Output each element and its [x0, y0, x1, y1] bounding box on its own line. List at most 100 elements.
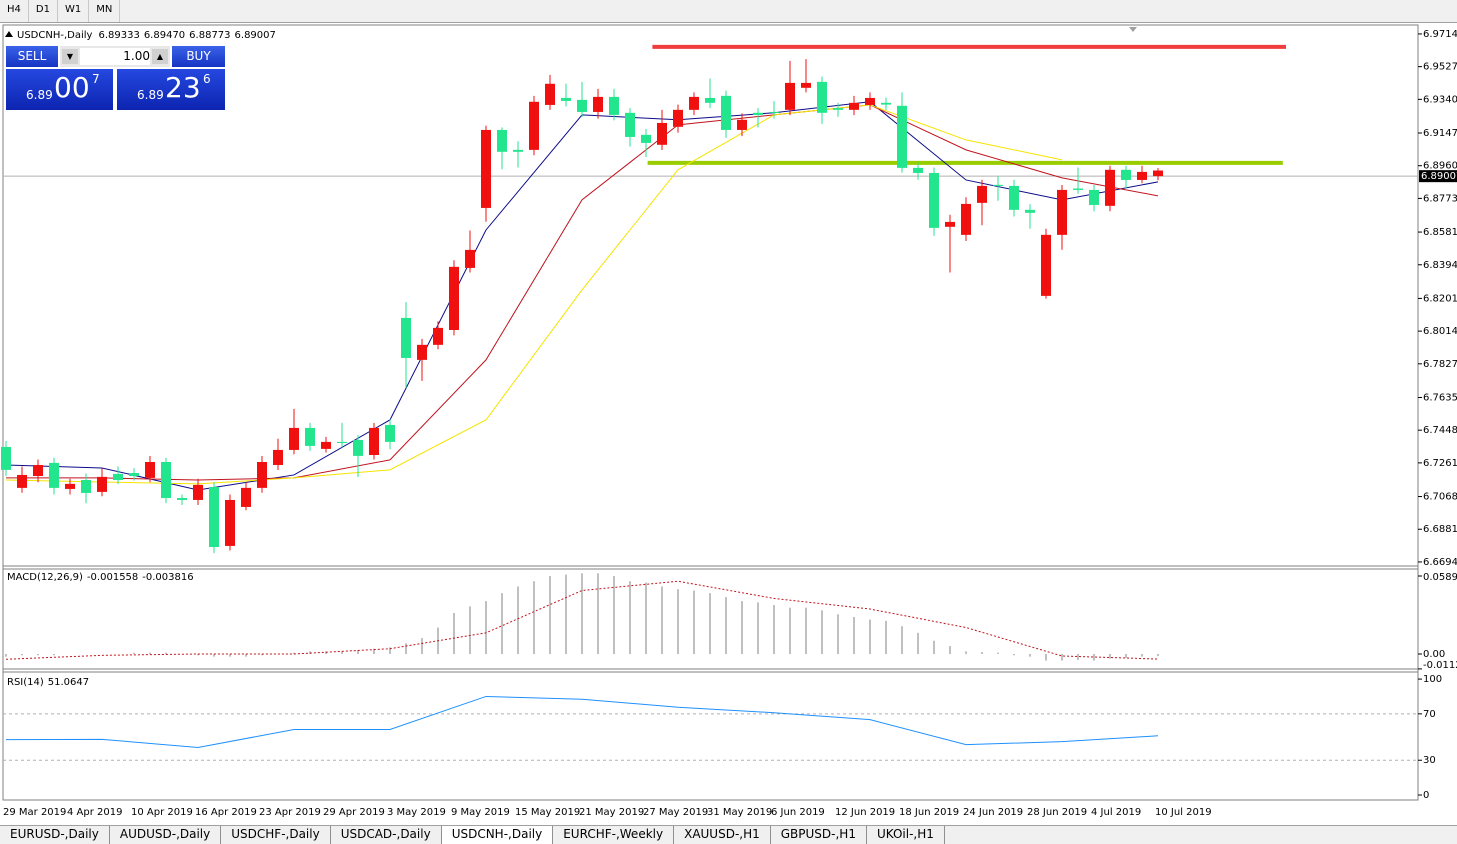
chart-tab[interactable]: GBPUSD-,H1 — [771, 826, 867, 844]
candle-body — [673, 109, 683, 127]
candle-body — [113, 473, 123, 481]
y-tick-label: 6.82015 — [1423, 293, 1457, 304]
timeframe-toolbar: H4 D1 W1 MN — [0, 0, 1457, 23]
moving-average — [5, 104, 1063, 485]
sell-button[interactable]: SELL — [6, 46, 58, 67]
timeframe-button[interactable]: W1 — [58, 0, 90, 22]
pips: 23 — [165, 71, 201, 104]
y-tick-label: 6.76350 — [1423, 392, 1457, 403]
x-tick-label: 10 Jul 2019 — [1155, 807, 1212, 818]
y-tick-label: 0.058954 — [1423, 572, 1457, 583]
candle-body — [449, 266, 459, 330]
y-tick-label: 100 — [1423, 674, 1442, 685]
candle-body — [753, 112, 763, 115]
candle-body — [849, 102, 859, 110]
candle-body — [1153, 170, 1163, 177]
candle-body — [49, 462, 59, 488]
y-tick-label: 6.70685 — [1423, 492, 1457, 503]
candle-body — [1105, 169, 1115, 206]
candle-body — [257, 462, 267, 488]
candle-body — [945, 221, 955, 227]
chart-tab[interactable]: UKOil-,H1 — [867, 826, 945, 844]
candle-body — [881, 102, 891, 105]
y-tick-label: 6.89605 — [1423, 161, 1457, 172]
candle-body — [897, 105, 907, 168]
ohlc: 6.89333 — [98, 30, 139, 41]
candle-body — [385, 424, 395, 442]
candle-body — [865, 97, 875, 105]
y-tick-label: 0.00 — [1423, 649, 1445, 660]
y-tick-label: 6.66945 — [1423, 557, 1457, 568]
candle-body — [913, 167, 923, 173]
candle-body — [721, 95, 731, 130]
candle-body — [1025, 209, 1035, 213]
candle-body — [657, 122, 667, 145]
candle-body — [417, 344, 427, 360]
macd-signal — [5, 580, 1159, 660]
candle-body — [1041, 234, 1051, 296]
y-tick-label: 6.72610 — [1423, 458, 1457, 469]
candle-body — [1, 446, 11, 470]
lot-increase[interactable]: ▲ — [152, 49, 168, 64]
y-tick-label: 30 — [1423, 755, 1436, 766]
y-tick-label: 6.91475 — [1423, 128, 1457, 139]
candle-body — [401, 317, 411, 358]
timeframe-button[interactable]: MN — [89, 0, 121, 22]
candle-body — [833, 108, 843, 110]
fraction: 6 — [203, 72, 211, 86]
fraction: 7 — [92, 72, 100, 86]
candle-body — [81, 480, 91, 493]
candle-body — [1121, 169, 1131, 180]
chart-tab[interactable]: USDCAD-,Daily — [331, 826, 442, 844]
candle-body — [161, 462, 171, 499]
candle-body — [145, 462, 155, 478]
bid-price[interactable]: 6.89 00 7 — [6, 69, 113, 110]
candle-body — [1057, 189, 1067, 235]
candle-body — [961, 203, 971, 235]
rsi-value: 51.0647 — [48, 677, 89, 688]
candle-body — [209, 487, 219, 547]
candle-body — [577, 99, 587, 112]
macd-value: -0.001558 — [87, 572, 138, 583]
candle-body — [593, 96, 603, 112]
timeframe-button[interactable]: H4 — [0, 0, 29, 22]
lot-input[interactable]: 1.00 — [80, 48, 150, 65]
rsi-label: RSI(14) — [7, 677, 44, 688]
macd-label: MACD(12,26,9) — [7, 572, 83, 583]
candle-body — [641, 134, 651, 143]
y-tick-label: 6.95270 — [1423, 62, 1457, 73]
candle-body — [433, 327, 443, 345]
candle-body — [1137, 171, 1147, 180]
chart-tab[interactable]: AUDUSD-,Daily — [110, 826, 222, 844]
candle-body — [689, 96, 699, 110]
y-tick-label: 0 — [1423, 790, 1429, 801]
timeframe-button[interactable]: D1 — [29, 0, 58, 22]
candle-body — [273, 449, 283, 465]
rsi-header: RSI(14) 51.0647 — [7, 677, 89, 688]
candle-body — [481, 129, 491, 208]
x-tick-label: 23 Apr 2019 — [259, 807, 321, 818]
x-tick-label: 12 Jun 2019 — [835, 807, 895, 818]
candle-body — [737, 119, 747, 130]
buy-button[interactable]: BUY — [172, 46, 225, 67]
x-tick-label: 18 Jun 2019 — [899, 807, 959, 818]
ask-price[interactable]: 6.89 23 6 — [117, 69, 225, 110]
y-tick-label: 6.80145 — [1423, 326, 1457, 337]
big-figure: 6.89 — [26, 88, 53, 102]
candle-body — [369, 427, 379, 456]
chart-tab[interactable]: USDCHF-,Daily — [221, 826, 331, 844]
lot-decrease[interactable]: ▼ — [62, 49, 78, 64]
chart-tab[interactable]: EURUSD-,Daily — [0, 826, 110, 844]
candle-body — [241, 487, 251, 507]
x-tick-label: 6 Jun 2019 — [771, 807, 825, 818]
candle-body — [337, 441, 347, 443]
candle-body — [465, 249, 475, 268]
chart-tab[interactable]: EURCHF-,Weekly — [553, 826, 675, 844]
candle-body — [529, 101, 539, 150]
ohlc: 6.89470 — [144, 30, 185, 41]
chart-tab[interactable]: XAUUSD-,H1 — [674, 826, 771, 844]
chart-tab[interactable]: USDCNH-,Daily — [441, 826, 554, 844]
candle-body — [65, 483, 75, 489]
chart-frame — [2, 24, 1419, 801]
